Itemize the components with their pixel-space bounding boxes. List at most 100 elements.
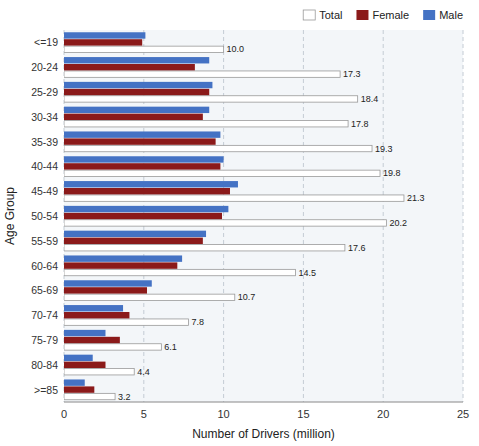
bar bbox=[64, 57, 209, 63]
x-axis-line bbox=[64, 402, 463, 403]
y-tick-label: 75-79 bbox=[31, 334, 58, 346]
data-label: 3.2 bbox=[118, 392, 131, 402]
data-label: 21.3 bbox=[407, 193, 425, 203]
bar bbox=[64, 255, 182, 261]
bar bbox=[64, 138, 216, 144]
grid-line bbox=[463, 30, 464, 402]
grid-line bbox=[383, 30, 384, 402]
y-tick-label: 70-74 bbox=[31, 309, 58, 321]
bars bbox=[64, 32, 404, 399]
y-axis-title: Age Group bbox=[3, 187, 17, 245]
bar bbox=[64, 355, 93, 361]
y-tick-label: 20-24 bbox=[31, 61, 58, 73]
bar bbox=[64, 163, 220, 169]
bar bbox=[64, 379, 85, 385]
legend-item: Female bbox=[356, 9, 409, 21]
y-tick-label: 25-29 bbox=[31, 86, 58, 98]
bar bbox=[64, 82, 212, 88]
bar bbox=[64, 89, 209, 95]
plot-area bbox=[64, 30, 463, 402]
bar bbox=[64, 131, 220, 137]
data-label: 10.7 bbox=[238, 292, 256, 302]
bar bbox=[64, 195, 404, 201]
y-tick-label: >=85 bbox=[34, 384, 58, 396]
data-label: 17.6 bbox=[348, 243, 366, 253]
grid-line bbox=[303, 30, 304, 402]
bar bbox=[64, 64, 195, 70]
x-tick-label: 25 bbox=[457, 408, 469, 420]
bar bbox=[64, 220, 386, 226]
data-label: 19.8 bbox=[383, 168, 401, 178]
y-tick-label: 55-59 bbox=[31, 235, 58, 247]
bar bbox=[64, 319, 188, 325]
bar bbox=[64, 330, 105, 336]
data-label: 20.2 bbox=[389, 218, 407, 228]
x-tick-label: 0 bbox=[61, 408, 67, 420]
y-tick-label: 60-64 bbox=[31, 260, 58, 272]
legend-label: Male bbox=[439, 9, 463, 21]
bar bbox=[64, 245, 345, 251]
data-label: 10.0 bbox=[227, 44, 245, 54]
bar bbox=[64, 386, 94, 392]
bar bbox=[64, 305, 123, 311]
data-label: 17.8 bbox=[351, 119, 369, 129]
data-label: 7.8 bbox=[191, 317, 204, 327]
bar bbox=[64, 145, 372, 151]
legend-swatch bbox=[423, 10, 435, 20]
x-axis-title: Number of Drivers (million) bbox=[192, 427, 335, 441]
y-tick-label: 50-54 bbox=[31, 210, 58, 222]
x-tick-label: 20 bbox=[377, 408, 389, 420]
bar bbox=[64, 121, 348, 127]
grid-line bbox=[223, 30, 224, 402]
bar bbox=[64, 188, 230, 194]
data-label: 17.3 bbox=[343, 69, 361, 79]
bar bbox=[64, 71, 340, 77]
y-tick-label: 30-34 bbox=[31, 111, 58, 123]
bar bbox=[64, 287, 147, 293]
legend-item: Total bbox=[303, 9, 342, 21]
bar bbox=[64, 107, 209, 113]
legend-label: Female bbox=[372, 9, 409, 21]
bar bbox=[64, 231, 206, 237]
bar bbox=[64, 170, 380, 176]
x-tick-label: 5 bbox=[141, 408, 147, 420]
x-tick-label: 15 bbox=[297, 408, 309, 420]
bar bbox=[64, 181, 238, 187]
bar bbox=[64, 39, 142, 45]
bar bbox=[64, 294, 235, 300]
legend-swatch bbox=[303, 10, 315, 20]
legend-label: Total bbox=[319, 9, 342, 21]
y-tick-label: 35-39 bbox=[31, 136, 58, 148]
y-tick-label: 45-49 bbox=[31, 185, 58, 197]
data-label: 14.5 bbox=[298, 268, 316, 278]
bar bbox=[64, 32, 145, 38]
bar bbox=[64, 238, 203, 244]
data-label: 18.4 bbox=[361, 94, 379, 104]
legend-swatch bbox=[356, 10, 368, 20]
bar bbox=[64, 369, 134, 375]
data-label: 4.4 bbox=[137, 367, 150, 377]
y-tick-label: 80-84 bbox=[31, 359, 58, 371]
legend: Total Female Male bbox=[303, 9, 463, 21]
bar bbox=[64, 213, 222, 219]
bar bbox=[64, 337, 120, 343]
bar bbox=[64, 46, 224, 52]
data-label: 6.1 bbox=[164, 342, 177, 352]
bar bbox=[64, 262, 177, 268]
bar bbox=[64, 96, 358, 102]
bar bbox=[64, 393, 115, 399]
y-tick-label: 65-69 bbox=[31, 284, 58, 296]
bar bbox=[64, 362, 105, 368]
data-label: 19.3 bbox=[375, 144, 393, 154]
bar bbox=[64, 280, 152, 286]
y-tick-label: <=19 bbox=[34, 36, 58, 48]
bar bbox=[64, 114, 203, 120]
y-tick-label: 40-44 bbox=[31, 160, 58, 172]
bar bbox=[64, 156, 224, 162]
legend-item: Male bbox=[423, 9, 463, 21]
bar bbox=[64, 312, 129, 318]
bar bbox=[64, 344, 161, 350]
chart: 0 5 10 15 20 25 10.0 17.3 18.4 17.8 19.3 19.8 21.3 20… bbox=[0, 0, 479, 446]
bar bbox=[64, 206, 228, 212]
x-tick-label: 10 bbox=[217, 408, 229, 420]
